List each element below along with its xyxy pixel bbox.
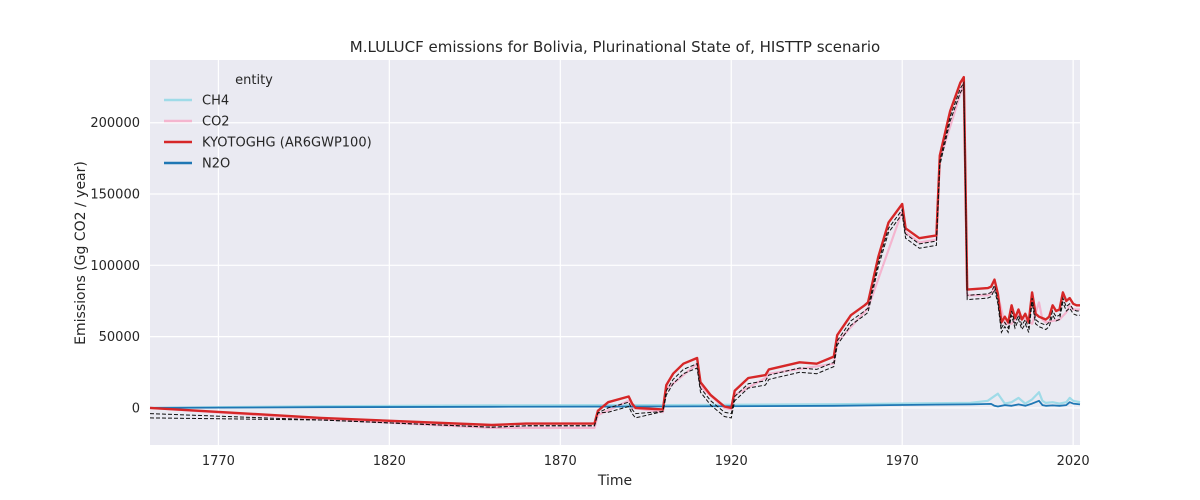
series-layer — [149, 75, 1081, 429]
series-dashed-outline-1 — [149, 81, 1080, 428]
y-tick-label: 200000 — [90, 116, 140, 131]
series-line-kyotoghg-ar6gwp100 — [149, 75, 1080, 427]
series-line-n2o — [149, 399, 1081, 409]
legend-item-co2: CO2 — [164, 115, 230, 130]
x-tick-label: 1820 — [373, 454, 406, 469]
x-tick-label: 1770 — [202, 454, 235, 469]
x-axis-label: Time — [597, 473, 632, 489]
y-axis-ticks: 0 50000 100000 150000 200000 — [90, 116, 140, 416]
x-tick-label: 1870 — [544, 454, 577, 469]
legend: entity CH4 CO2 KYOTOGHG (AR6GWP100) N2O — [164, 73, 372, 172]
legend-label-kyotoghg: KYOTOGHG (AR6GWP100) — [202, 136, 372, 151]
series-line-ch4 — [149, 391, 1081, 409]
y-tick-label: 150000 — [90, 188, 140, 203]
legend-item-kyotoghg: KYOTOGHG (AR6GWP100) — [164, 136, 372, 151]
x-tick-label: 1970 — [886, 454, 919, 469]
chart-title: M.LULUCF emissions for Bolivia, Plurinat… — [350, 38, 880, 56]
x-tick-label: 2020 — [1057, 454, 1090, 469]
plot-background — [150, 60, 1080, 445]
legend-title: entity — [235, 73, 273, 88]
legend-label-ch4: CH4 — [202, 94, 229, 109]
series-dashed-outline-2 — [149, 85, 1080, 428]
y-tick-label: 100000 — [90, 259, 140, 274]
legend-item-ch4: CH4 — [164, 94, 229, 109]
y-tick-label: 50000 — [99, 330, 140, 345]
x-axis-ticks: 1770 1820 1870 1920 1970 2020 — [202, 454, 1090, 469]
legend-item-n2o: N2O — [164, 157, 230, 172]
legend-label-n2o: N2O — [202, 157, 230, 172]
legend-label-co2: CO2 — [202, 115, 230, 130]
y-tick-label: 0 — [132, 401, 140, 416]
y-axis-label: Emissions (Gg CO2 / year) — [73, 161, 89, 345]
x-tick-label: 1920 — [715, 454, 748, 469]
